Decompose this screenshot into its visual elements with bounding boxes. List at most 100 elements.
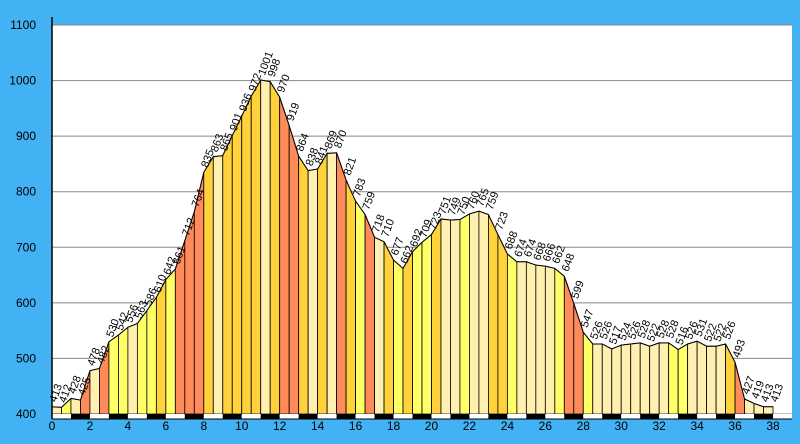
segment-62 (639, 342, 651, 415)
x-tick-8: 8 (200, 419, 207, 433)
segment-41 (440, 218, 451, 415)
x-tick-2: 2 (87, 419, 94, 433)
segment-19 (231, 115, 243, 415)
x-tick-28: 28 (577, 419, 591, 433)
y-tick-700: 700 (16, 240, 36, 254)
segment-31 (345, 179, 356, 415)
elevation-label-14: 712 (180, 216, 198, 237)
segment-14 (184, 211, 195, 415)
elevation-label-48: 688 (503, 230, 521, 251)
elevation-label-2: 428 (67, 374, 85, 395)
elevation-label-47: 723 (493, 210, 511, 231)
elevation-label-29: 869 (323, 129, 341, 150)
x-tick-12: 12 (273, 419, 287, 433)
segment-42 (450, 219, 461, 415)
elevation-label-10: 586 (142, 286, 160, 307)
segment-66 (677, 343, 689, 415)
elevation-label-41: 751 (437, 195, 455, 216)
y-tick-1100: 1100 (10, 18, 36, 32)
elevation-label-75: 413 (759, 382, 777, 403)
segment-7 (118, 326, 129, 415)
elevation-label-45: 765 (474, 187, 492, 208)
elevation-label-7: 542 (114, 311, 132, 332)
elevation-label-6: 530 (104, 317, 122, 338)
segment-48 (506, 253, 518, 415)
segment-28 (317, 151, 328, 415)
segment-30 (336, 152, 347, 415)
distance-bar-km-2 (89, 414, 109, 419)
segment-39 (421, 233, 432, 415)
elevation-label-31: 821 (342, 156, 360, 177)
elevation-label-11: 610 (152, 273, 170, 294)
elevation-label-54: 648 (560, 252, 578, 273)
distance-bar-km-1 (70, 414, 90, 419)
distance-bar-km-20 (431, 414, 451, 419)
segment-21 (250, 78, 262, 415)
segment-11 (155, 279, 167, 415)
elevation-label-15: 764 (190, 187, 208, 208)
distance-bar-km-10 (241, 414, 261, 419)
elevation-label-66: 516 (674, 325, 692, 346)
elevation-label-63: 522 (645, 322, 663, 343)
elevation-label-3: 425 (76, 376, 94, 397)
elevation-label-52: 666 (541, 242, 559, 263)
distance-bar-km-30 (621, 414, 641, 419)
x-tick-0: 0 (49, 419, 56, 433)
segment-20 (241, 95, 252, 415)
elevation-label-72: 493 (731, 338, 749, 359)
elevation-label-59: 517 (607, 325, 625, 346)
x-tick-26: 26 (539, 419, 553, 433)
segment-12 (165, 267, 176, 415)
elevation-label-40: 723 (427, 210, 445, 231)
elevation-label-25: 919 (285, 101, 303, 122)
segment-35 (383, 241, 394, 415)
distance-bar-km-27 (564, 414, 584, 419)
axes (51, 17, 792, 420)
elevation-label-76: 413 (769, 382, 787, 403)
elevation-label-17: 863 (209, 132, 227, 153)
y-tick-600: 600 (16, 296, 36, 310)
x-tick-30: 30 (615, 419, 629, 433)
segment-57 (592, 343, 603, 415)
elevation-outline (51, 79, 774, 408)
segment-38 (412, 241, 423, 415)
distance-bar-km-14 (317, 414, 337, 419)
elevation-label-60: 524 (617, 321, 635, 342)
segment-29 (326, 152, 338, 415)
elevation-label-32: 783 (351, 177, 369, 198)
distance-bar-km-26 (545, 414, 565, 419)
y-tick-1000: 1000 (9, 74, 36, 88)
segment-51 (535, 264, 546, 415)
x-tick-14: 14 (311, 419, 325, 433)
elevation-label-43: 750 (455, 195, 473, 216)
segment-27 (307, 168, 319, 415)
elevation-label-0: 413 (48, 382, 66, 403)
elevation-label-37: 662 (399, 244, 417, 265)
distance-bar-km-22 (469, 414, 489, 419)
segment-69 (706, 345, 717, 415)
elevation-label-67: 526 (683, 320, 701, 341)
elevation-label-49: 674 (512, 237, 530, 258)
y-tick-500: 500 (16, 351, 36, 365)
x-tick-16: 16 (349, 419, 363, 433)
segment-68 (696, 340, 708, 415)
elevation-label-30: 870 (332, 128, 350, 149)
segment-60 (620, 343, 632, 415)
elevation-label-53: 662 (550, 244, 568, 265)
segment-0 (51, 406, 62, 415)
segment-25 (288, 125, 300, 415)
elevation-label-35: 710 (380, 217, 398, 238)
y-tick-900: 900 (16, 129, 36, 143)
elevation-label-71: 526 (721, 320, 739, 341)
distance-bar-km-6 (165, 414, 185, 419)
elevation-label-1: 412 (57, 383, 75, 404)
x-tick-20: 20 (425, 419, 439, 433)
distance-bar-km-36 (735, 414, 755, 419)
elevation-label-24: 970 (275, 73, 293, 94)
segment-56 (582, 331, 594, 415)
segment-59 (611, 344, 622, 415)
y-tick-800: 800 (16, 185, 36, 199)
segment-32 (355, 199, 366, 415)
x-tick-34: 34 (690, 419, 704, 433)
